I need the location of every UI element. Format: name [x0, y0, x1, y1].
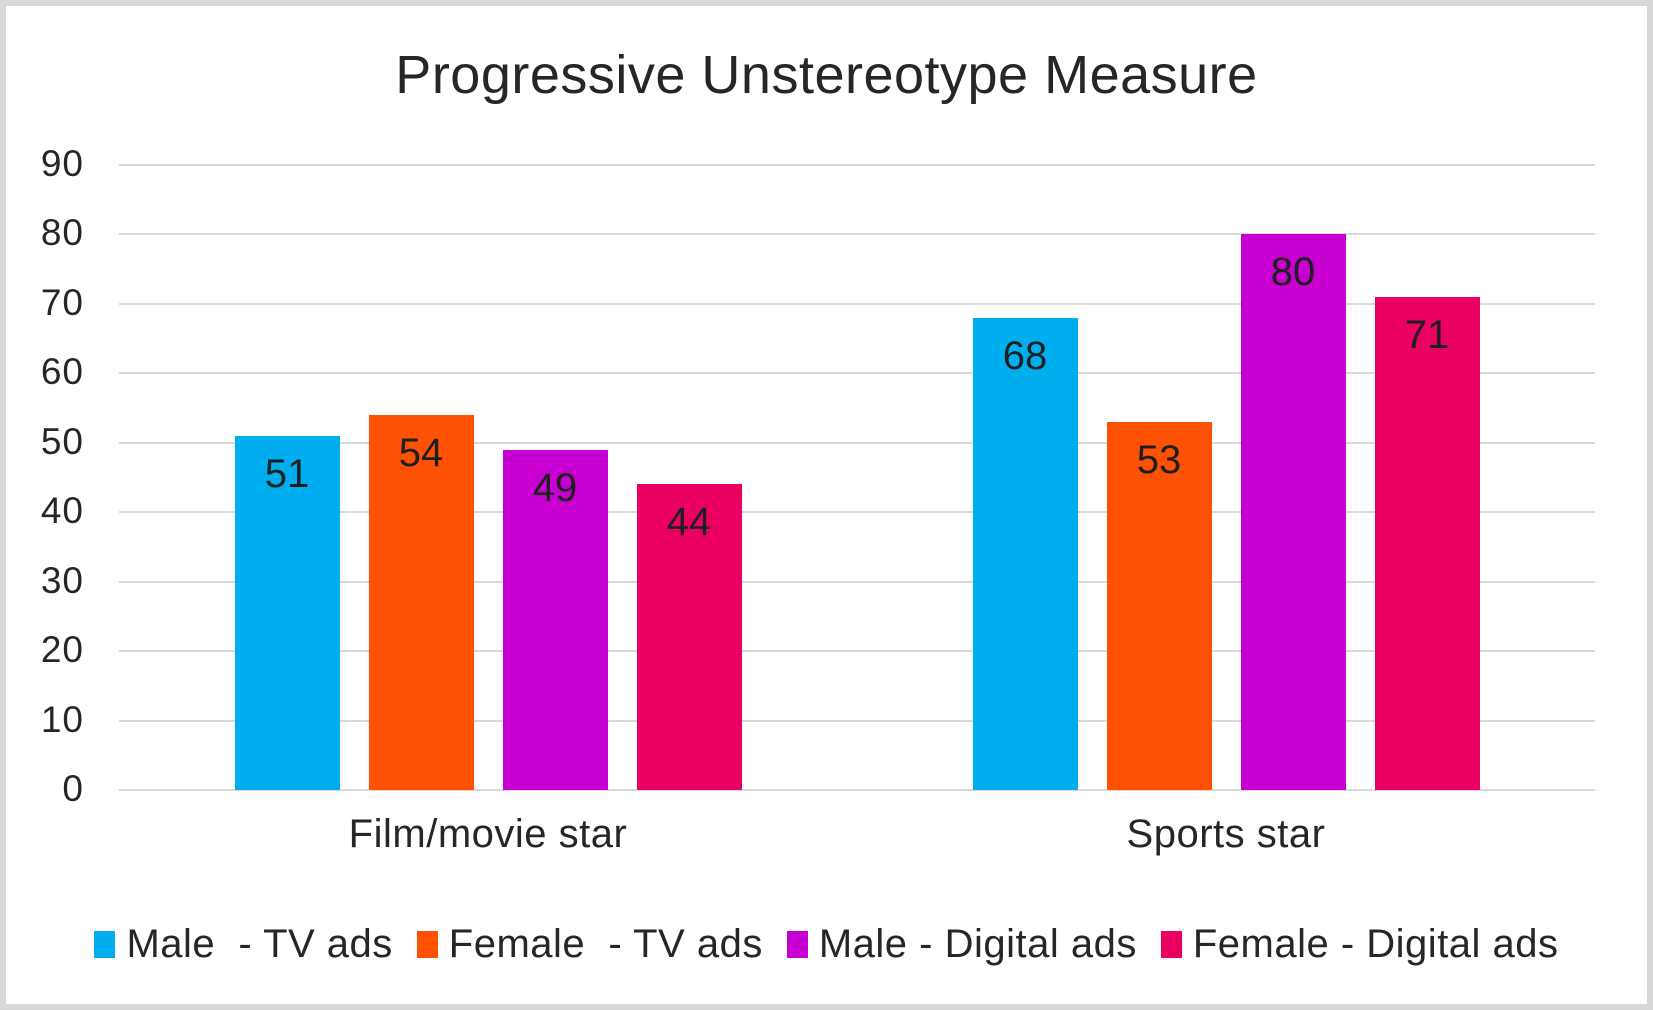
legend-swatch-icon	[94, 931, 116, 958]
gridline-0	[119, 789, 1595, 791]
bar-data-label: 49	[532, 465, 578, 510]
bar-film-movie-star-series-3: 44	[636, 484, 742, 790]
y-tick-label-10: 10	[40, 698, 84, 740]
legend-label: Male - Digital ads	[818, 922, 1137, 966]
legend-label: Male - TV ads	[126, 922, 393, 966]
gridline-30	[119, 580, 1595, 583]
plot-area: 51 54 49 44 68 53 80 71	[119, 164, 1595, 791]
gridline-90	[119, 164, 1595, 166]
bar-data-label: 53	[1136, 437, 1182, 482]
bar-film-movie-star-series-2: 49	[502, 449, 608, 790]
legend-label: Female - TV ads	[448, 922, 763, 966]
bar-sports-star-series-0: 68	[972, 317, 1078, 790]
y-tick-label-40: 40	[40, 490, 84, 532]
gridline-60	[119, 372, 1595, 375]
y-tick-label-0: 0	[62, 768, 84, 810]
legend-item-1: Female - TV ads	[416, 922, 763, 967]
bar-group-0: 51 54 49 44	[119, 165, 857, 790]
legend-item-0: Male - TV ads	[94, 922, 392, 967]
gridline-20	[119, 650, 1595, 653]
gridline-70	[119, 302, 1595, 305]
y-tick-label-30: 30	[40, 559, 84, 601]
bar-film-movie-star-series-1: 54	[368, 415, 474, 790]
bar-sports-star-series-3: 71	[1374, 296, 1480, 790]
gridline-10	[119, 719, 1595, 722]
legend-label: Female - Digital ads	[1192, 922, 1559, 966]
y-axis-tick-labels: 0 10 20 30 40 50 60 70 80 90	[6, 6, 84, 1004]
legend-swatch-icon	[1160, 931, 1182, 958]
bar-data-label: 51	[264, 451, 310, 496]
x-category-label-1: Sports star	[1126, 812, 1326, 856]
bar-sports-star-series-2: 80	[1240, 234, 1346, 790]
bar-data-label: 68	[1002, 333, 1048, 378]
y-tick-label-80: 80	[40, 212, 84, 254]
y-tick-label-60: 60	[40, 351, 84, 393]
bar-data-label: 71	[1404, 312, 1450, 357]
x-axis-category-labels: Film/movie star Sports star	[119, 812, 1595, 857]
y-tick-label-90: 90	[40, 143, 84, 185]
bar-film-movie-star-series-0: 51	[234, 435, 340, 790]
y-tick-label-50: 50	[40, 420, 84, 462]
legend-item-2: Male - Digital ads	[786, 922, 1137, 967]
bar-sports-star-series-1: 53	[1106, 421, 1212, 790]
legend-swatch-icon	[416, 931, 438, 958]
bar-data-label: 44	[666, 500, 712, 545]
y-tick-label-70: 70	[40, 282, 84, 324]
bar-group-1: 68 53 80 71	[857, 165, 1595, 790]
chart-title: Progressive Unstereotype Measure	[395, 45, 1258, 105]
bar-data-label: 54	[398, 431, 444, 475]
gridline-40	[119, 511, 1595, 514]
legend-item-3: Female - Digital ads	[1160, 922, 1559, 967]
y-tick-label-20: 20	[40, 629, 84, 671]
bar-data-label: 80	[1270, 250, 1316, 295]
gridline-80	[119, 233, 1595, 236]
gridline-50	[119, 441, 1595, 444]
x-category-label-0: Film/movie star	[348, 812, 628, 856]
legend: Male - TV ads Female - TV ads Male - Digit…	[6, 922, 1647, 967]
legend-swatch-icon	[786, 931, 808, 958]
